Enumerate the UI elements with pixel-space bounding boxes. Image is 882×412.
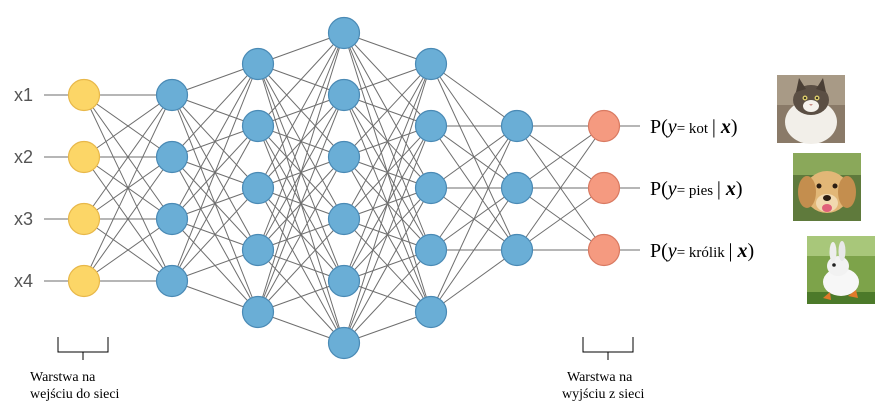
hidden-neuron: [414, 171, 448, 205]
connection-line: [257, 32, 345, 251]
connection-line: [83, 94, 173, 220]
input-label: x3: [14, 209, 33, 229]
connection-line: [257, 32, 345, 127]
hidden-neuron: [500, 233, 534, 267]
cat-photo: [777, 75, 845, 144]
hidden-neuron: [327, 16, 361, 50]
output-layer-caption-line1: Warstwa na: [567, 370, 633, 385]
connection-line: [83, 218, 173, 282]
output-probability-label: P(y= królik | x): [650, 240, 754, 262]
hidden-neuron: [500, 109, 534, 143]
connection-line: [343, 249, 432, 344]
hidden-neuron: [155, 202, 189, 236]
connection-line: [257, 32, 345, 189]
connection-line: [516, 125, 605, 189]
input-neuron: [67, 264, 101, 298]
hidden-neuron: [327, 78, 361, 112]
connection-line: [343, 63, 432, 344]
hidden-neuron: [155, 264, 189, 298]
hidden-neuron: [414, 109, 448, 143]
output-probability-label: P(y= pies | x): [650, 178, 743, 200]
output-layer-caption-line2: wyjściu z sieci: [562, 387, 645, 402]
hidden-neuron: [155, 140, 189, 174]
connection-line: [343, 187, 432, 344]
input-neuron: [67, 78, 101, 112]
hidden-neuron: [327, 326, 361, 360]
input-label: x4: [14, 271, 33, 291]
connection-line: [430, 187, 518, 313]
input-label: x1: [14, 85, 33, 105]
connection-line: [171, 63, 259, 158]
output-neuron: [587, 109, 621, 143]
input-layer-caption-line1: Warstwa na: [30, 370, 96, 385]
output-layer-bracket: [582, 337, 634, 360]
input-label: x2: [14, 147, 33, 167]
connection-line: [171, 187, 259, 282]
hidden-neuron: [241, 233, 275, 267]
connection-line: [257, 156, 345, 313]
connection-line: [83, 94, 173, 282]
output-probabilities: P(y= kot | x) P(y= pies | x) P(y= królik |…: [650, 116, 754, 262]
hidden-neuron: [155, 78, 189, 112]
hidden-neuron: [500, 171, 534, 205]
connection-line: [430, 125, 518, 251]
input-labels: x1 x2 x3 x4: [14, 85, 33, 291]
connection-line: [343, 125, 432, 344]
input-neuron: [67, 140, 101, 174]
connection-line: [171, 63, 259, 220]
hidden-neuron: [241, 47, 275, 81]
hidden-neuron: [241, 109, 275, 143]
hidden-neuron: [414, 47, 448, 81]
hidden-neuron: [327, 202, 361, 236]
connection-line: [430, 125, 518, 189]
connection-line: [430, 63, 518, 127]
connection-line: [83, 156, 173, 282]
input-layer-bracket: [57, 337, 109, 360]
output-neuron: [587, 233, 621, 267]
output-probability-label: P(y= kot | x): [650, 116, 738, 138]
output-neuron: [587, 171, 621, 205]
hidden-neuron: [414, 233, 448, 267]
connection-line: [343, 63, 432, 158]
connection-line: [257, 218, 345, 313]
connection-line: [430, 249, 518, 313]
rabbit-photo: [807, 236, 875, 304]
connection-line: [430, 125, 518, 313]
connection-line: [343, 63, 432, 220]
hidden-neuron: [414, 295, 448, 329]
hidden-neuron: [241, 295, 275, 329]
connection-line: [257, 32, 345, 313]
hidden-neuron: [327, 140, 361, 174]
input-layer-caption-line2: wejściu do sieci: [30, 387, 120, 402]
hidden-neuron: [327, 264, 361, 298]
neurons: [67, 16, 621, 360]
input-neuron: [67, 202, 101, 236]
connection-line: [171, 63, 259, 282]
connection-line: [83, 94, 173, 158]
dog-photo: [793, 153, 861, 221]
connection-line: [343, 63, 432, 282]
connection-line: [257, 94, 345, 313]
connection-line: [516, 187, 605, 251]
connection-line: [171, 125, 259, 282]
hidden-neuron: [241, 171, 275, 205]
connection-line: [516, 125, 605, 251]
